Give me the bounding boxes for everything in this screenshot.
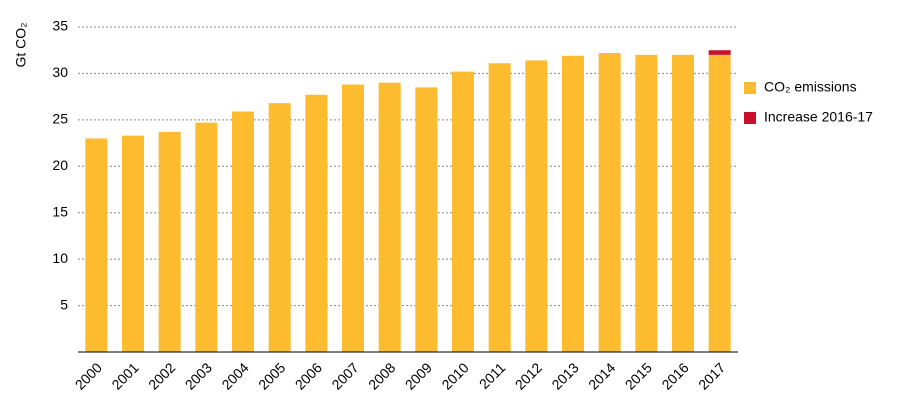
bar [452, 71, 474, 353]
bar [598, 53, 621, 352]
bar [525, 60, 548, 353]
bar [562, 55, 584, 353]
bar [158, 131, 181, 352]
bar [708, 50, 731, 55]
y-tick-label: 5 [60, 296, 68, 312]
x-tick-label: 2001 [108, 359, 141, 392]
bar [342, 84, 364, 353]
x-tick-label: 2008 [365, 359, 398, 392]
bar [232, 111, 254, 352]
y-tick-label: 35 [52, 18, 68, 34]
x-tick-label: 2002 [145, 359, 178, 392]
x-tick-label: 2010 [438, 359, 471, 392]
legend-label: Increase 2016-17 [764, 109, 873, 125]
bar [378, 82, 401, 352]
x-tick-label: 2016 [658, 359, 691, 392]
bar [305, 94, 328, 353]
y-tick-label: 15 [52, 203, 68, 219]
x-tick-label: 2009 [402, 359, 435, 392]
x-tick-label: 2013 [548, 359, 581, 392]
legend-swatch [744, 82, 756, 94]
legend-swatch [744, 112, 756, 124]
x-tick-label: 2004 [218, 359, 251, 392]
y-tick-label: 10 [52, 250, 68, 266]
y-tick-label: 30 [52, 64, 68, 80]
bar [672, 54, 694, 352]
y-tick-label: 25 [52, 111, 68, 127]
bar [708, 54, 731, 352]
x-tick-label: 2000 [72, 359, 105, 392]
x-tick-label: 2015 [622, 359, 655, 392]
bar [488, 63, 511, 352]
x-tick-label: 2007 [328, 359, 361, 392]
bar [635, 54, 658, 352]
x-tick-label: 2017 [695, 359, 728, 392]
bar [85, 138, 108, 352]
y-tick-label: 20 [52, 157, 68, 173]
y-axis-label: Gt CO₂ [13, 22, 29, 67]
x-tick-label: 2014 [585, 359, 618, 392]
x-tick-label: 2005 [255, 359, 288, 392]
x-tick-label: 2006 [292, 359, 325, 392]
legend-label: CO₂ emissions [764, 79, 857, 95]
x-tick-label: 2011 [476, 359, 509, 392]
bar [415, 87, 438, 352]
x-tick-label: 2003 [182, 359, 215, 392]
bar [195, 122, 218, 353]
bar [122, 135, 144, 352]
bar [268, 103, 291, 353]
x-tick-label: 2012 [512, 359, 545, 392]
